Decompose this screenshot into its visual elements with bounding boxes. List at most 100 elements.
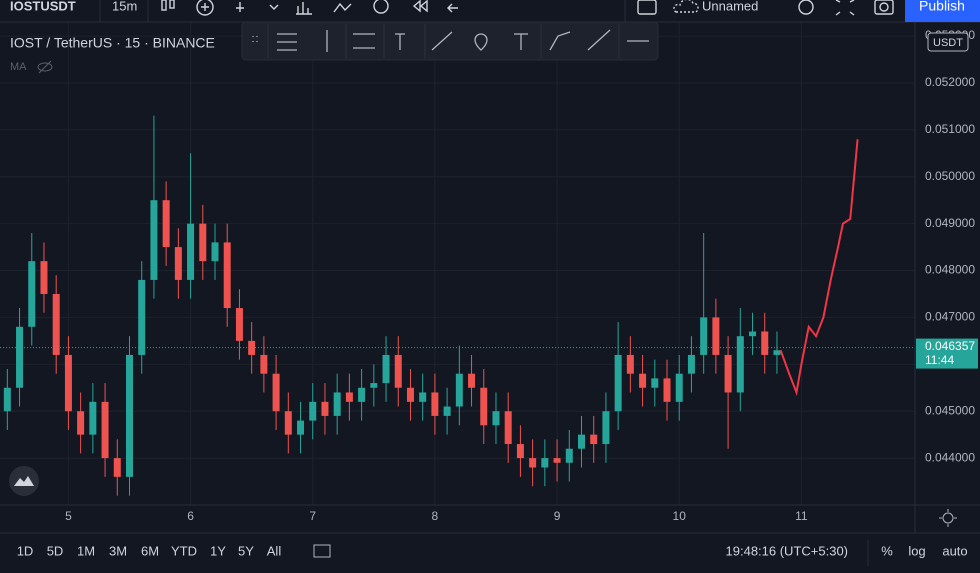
range-button[interactable]: YTD xyxy=(171,543,197,558)
last-price-badge xyxy=(916,338,978,369)
y-tick-label: 0.044000 xyxy=(925,450,975,464)
plot-area xyxy=(0,22,915,505)
candle-body xyxy=(492,411,500,426)
publish-button[interactable]: Publish xyxy=(919,0,965,14)
candle-body xyxy=(223,242,231,309)
toolbar-icons[interactable] xyxy=(161,0,894,16)
candle-body xyxy=(529,458,537,468)
projection-line xyxy=(779,139,859,397)
candle-body xyxy=(553,458,561,463)
candle-body xyxy=(187,223,195,280)
range-button[interactable]: 1Y xyxy=(210,543,226,558)
candle-body xyxy=(663,378,671,402)
logo[interactable] xyxy=(9,466,39,496)
candle-body xyxy=(406,387,414,402)
candle-body xyxy=(712,317,720,355)
logo-shape xyxy=(14,476,34,486)
candle-body xyxy=(284,411,292,435)
candle-body xyxy=(89,401,97,435)
candle-body xyxy=(565,448,573,463)
candle-body xyxy=(749,331,757,337)
candle-body xyxy=(260,354,268,374)
range-button[interactable]: 3M xyxy=(109,543,127,558)
legend-title: IOST / TetherUS · 15 · BINANCE xyxy=(10,35,215,51)
percent-toggle[interactable]: % xyxy=(881,543,893,558)
interval-button[interactable]: 15m xyxy=(112,0,137,13)
candle-body xyxy=(101,401,109,459)
candle-body xyxy=(736,336,744,393)
candle-body xyxy=(675,373,683,402)
candle-body xyxy=(700,317,708,355)
range-button[interactable]: 6M xyxy=(141,543,159,558)
candle-body xyxy=(504,411,512,445)
x-tick-label: 10 xyxy=(673,509,687,523)
y-tick-label: 0.045000 xyxy=(925,403,975,417)
y-tick-label: 0.050000 xyxy=(925,169,975,183)
drawing-toolbar xyxy=(241,21,659,61)
drawing-tools[interactable] xyxy=(252,24,649,58)
candle-body xyxy=(138,279,146,355)
candle-body xyxy=(370,383,378,388)
candle-body xyxy=(724,354,732,393)
x-tick-label: 9 xyxy=(554,509,561,523)
last-price-label: 0.046357 xyxy=(925,339,975,353)
range-button[interactable]: 5Y xyxy=(238,543,254,558)
x-tick-label: 6 xyxy=(187,509,194,523)
candle-body xyxy=(382,354,390,384)
range-button[interactable]: 1M xyxy=(77,543,95,558)
range-button[interactable]: 5D xyxy=(47,543,64,558)
candle-body xyxy=(590,434,598,445)
candle-body xyxy=(394,354,402,388)
countdown: 11:44 xyxy=(925,353,954,367)
layout-name[interactable]: Unnamed xyxy=(702,0,758,13)
candle-body xyxy=(455,373,463,407)
top-toolbar xyxy=(0,0,980,22)
candle-body xyxy=(28,261,36,327)
candle-body xyxy=(431,392,439,416)
candle-body xyxy=(773,350,781,355)
x-tick-label: 5 xyxy=(65,509,72,523)
log-toggle[interactable]: log xyxy=(908,543,925,558)
candle-body xyxy=(235,308,243,341)
range-button[interactable]: 1D xyxy=(17,543,34,558)
x-tick-label: 7 xyxy=(309,509,316,523)
candle-body xyxy=(626,354,634,374)
candle-body xyxy=(113,458,121,477)
candle-body xyxy=(516,444,524,459)
candle-body xyxy=(345,392,353,402)
candle-body xyxy=(211,242,219,262)
x-tick-label: 11 xyxy=(795,509,808,523)
candle-body xyxy=(358,387,366,402)
candle-body xyxy=(443,406,451,416)
candle-body xyxy=(309,401,317,421)
candle-body xyxy=(761,331,769,355)
candle-body xyxy=(3,387,11,412)
currency-label: USDT xyxy=(933,37,963,49)
candle-body xyxy=(419,392,427,402)
candle-body xyxy=(651,378,659,388)
y-tick-label: 0.049000 xyxy=(925,216,975,230)
currency-badge xyxy=(927,32,969,52)
candle-body xyxy=(333,392,341,416)
candle-body xyxy=(272,373,280,412)
auto-toggle[interactable]: auto xyxy=(942,543,967,558)
candle-body xyxy=(321,401,329,416)
candle-body xyxy=(150,200,158,280)
y-tick-label: 0.052000 xyxy=(925,75,975,89)
candle-body xyxy=(64,354,72,412)
range-button[interactable]: All xyxy=(267,543,282,558)
symbol-search[interactable]: IOSTUSDT xyxy=(10,0,76,13)
candle-body xyxy=(248,340,256,355)
indicator-label[interactable]: MA xyxy=(10,61,27,73)
settings-icon[interactable] xyxy=(939,509,957,527)
hide-icon[interactable] xyxy=(37,60,53,74)
candle-body xyxy=(577,434,585,449)
date-range-icon[interactable] xyxy=(313,544,331,558)
candle-body xyxy=(541,458,549,468)
candle-body xyxy=(639,373,647,388)
candle-body xyxy=(297,420,305,435)
publish-button-bg[interactable] xyxy=(905,0,980,22)
candle-body xyxy=(174,247,182,280)
candle-body xyxy=(77,411,85,435)
